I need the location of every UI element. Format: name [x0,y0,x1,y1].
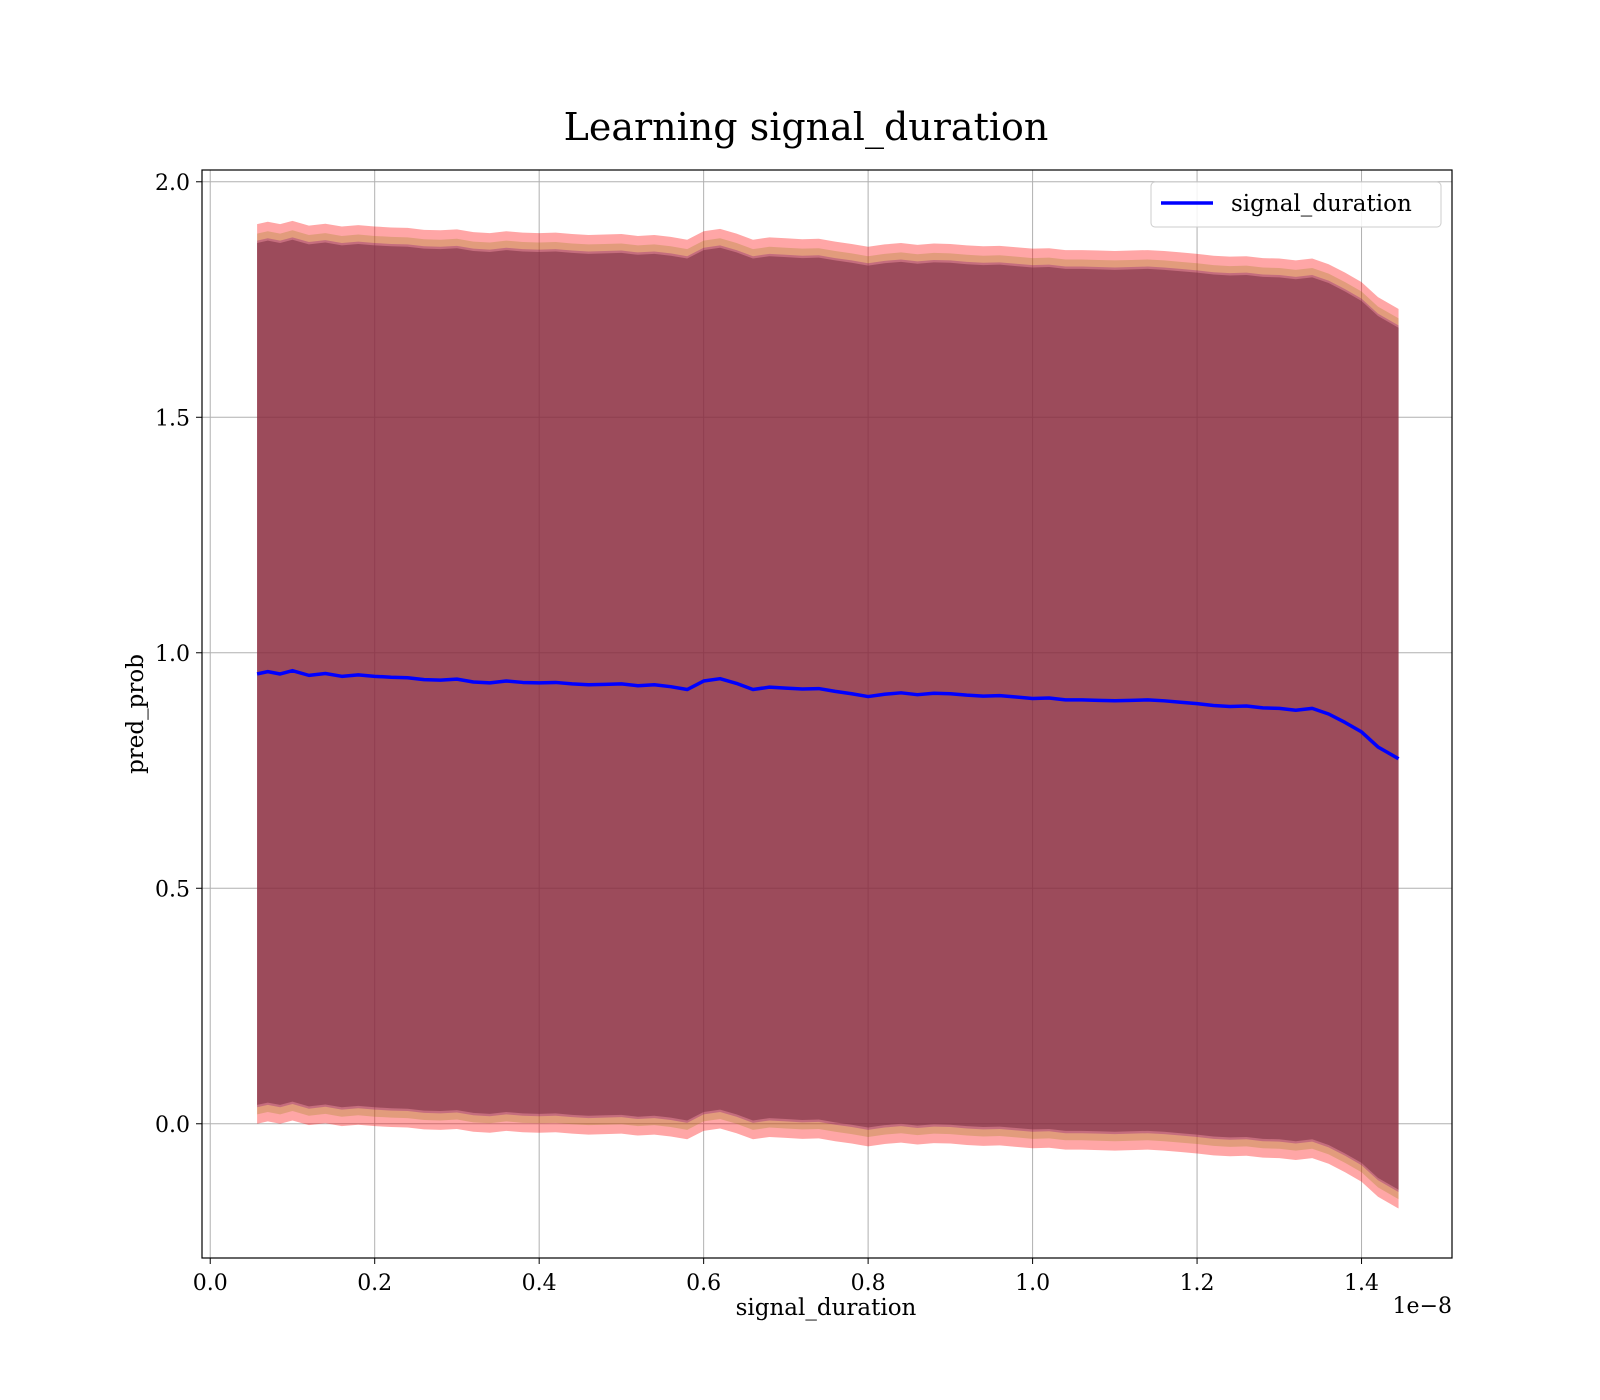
chart-title: Learning signal_duration [564,105,1049,150]
series-line [256,668,1400,761]
x-offset-label: 1e−8 [1393,1294,1452,1319]
legend-label: signal_duration [1231,191,1412,217]
series-lines [256,668,1400,761]
confidence-bands [257,220,1399,1209]
y-tick-label: 1.5 [155,406,190,431]
legend: signal_duration [1150,181,1442,228]
x-tick-label: 1.4 [1344,1271,1379,1296]
x-tick-label: 0.8 [851,1271,886,1296]
y-tick-label: 0.5 [155,877,190,902]
axis-ticks: 0.0 0.2 0.4 0.6 0.8 1.0 1.2 1.4 0.0 0.5 1.0 1.5 2.0 [155,171,1379,1296]
y-axis-label: pred_prob [123,654,149,774]
x-tick-label: 1.0 [1015,1271,1050,1296]
x-tick-label: 1.2 [1180,1271,1215,1296]
x-tick-label: 0.2 [357,1271,392,1296]
x-tick-label: 0.4 [522,1271,557,1296]
x-tick-label: 0.6 [686,1271,721,1296]
x-tick-label: 0.0 [193,1271,228,1296]
y-tick-label: 2.0 [155,171,190,196]
y-tick-label: 1.0 [155,642,190,667]
legend-box [1150,181,1442,228]
plot-frame [201,169,1453,1259]
x-axis-label: signal_duration [736,1295,917,1321]
confidence-band-4 [257,239,1399,1190]
y-tick-label: 0.0 [155,1113,190,1138]
